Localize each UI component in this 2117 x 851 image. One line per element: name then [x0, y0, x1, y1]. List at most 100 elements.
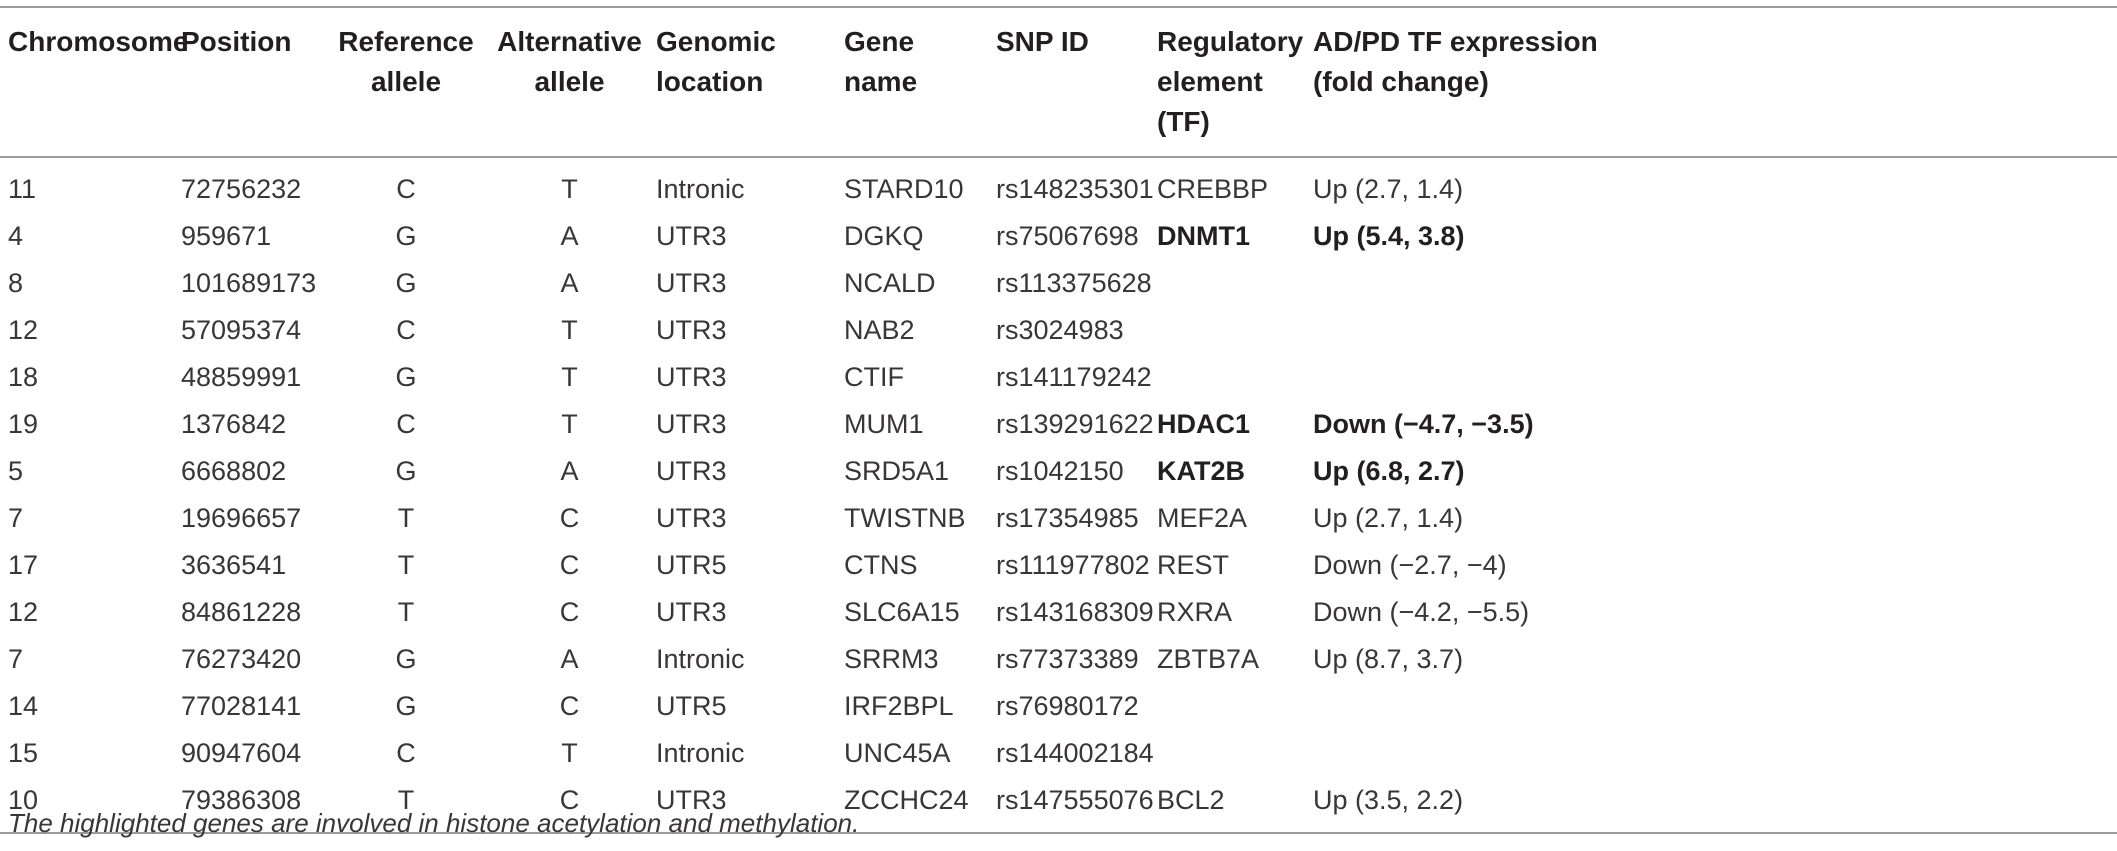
table-cell: UTR3 — [656, 503, 727, 533]
table-cell: C — [559, 785, 580, 815]
table-header: Chromosome Position Reference allele Alterna… — [0, 7, 2117, 157]
table-cell — [1149, 354, 1305, 401]
table-row: 10 79386308 T C UTR3 ZCCHC24 rs147555076 BCL2 Up… — [0, 777, 2117, 833]
table-cell: 48859991 — [181, 362, 302, 392]
table-cell: DGKQ — [844, 221, 924, 251]
table-cell: 959671 — [181, 221, 272, 251]
table-cell: CTIF — [844, 362, 904, 392]
column-header: Position — [173, 7, 321, 157]
table-cell: UTR5 — [656, 550, 727, 580]
table-cell — [1305, 307, 2117, 354]
table-cell: G — [395, 691, 417, 721]
table-cell: CREBBP — [1157, 174, 1269, 204]
table-cell: 14 — [8, 691, 39, 721]
table-cell: C — [559, 503, 580, 533]
snp-table-container: Chromosome Position Reference allele Alterna… — [0, 6, 2117, 834]
table-cell: rs141179242 — [996, 362, 1152, 392]
column-header: Alternative allele — [483, 7, 648, 157]
table-cell: rs17354985 — [996, 503, 1139, 533]
table-row: 7 19696657 T C UTR3 TWISTNB rs17354985 MEF2A Up … — [0, 495, 2117, 542]
table-cell: ZBTB7A — [1157, 644, 1260, 674]
column-header-line: Genomic — [656, 26, 776, 57]
table-cell: SRD5A1 — [844, 456, 950, 486]
table-row: 11 72756232 C T Intronic STARD10 rs148235301 CR… — [0, 157, 2117, 213]
column-header-line: (fold change) — [1313, 66, 1489, 97]
table-cell: ZCCHC24 — [844, 785, 969, 815]
table-cell: 5 — [8, 456, 24, 486]
table-cell: UTR3 — [656, 362, 727, 392]
table-cell: G — [395, 362, 417, 392]
column-header-line: AD/PD TF expression — [1313, 26, 1598, 57]
table-cell: 6668802 — [181, 456, 287, 486]
table-cell: 3636541 — [181, 550, 287, 580]
column-header: SNP ID — [988, 7, 1149, 157]
table-row: 17 3636541 T C UTR5 CTNS rs111977802 REST Down (… — [0, 542, 2117, 589]
table-cell: T — [561, 409, 578, 439]
table-cell: C — [396, 738, 416, 768]
column-header-line: SNP ID — [996, 26, 1089, 57]
table-cell: T — [397, 785, 415, 815]
table-cell: C — [559, 550, 580, 580]
table-cell: CTNS — [844, 550, 918, 580]
table-cell: Down (−4.7, −3.5) — [1313, 409, 1534, 439]
table-cell: UTR3 — [656, 456, 727, 486]
snp-table: Chromosome Position Reference allele Alterna… — [0, 6, 2117, 834]
table-row: 15 90947604 C T Intronic UNC45A rs144002184 — [0, 730, 2117, 777]
table-cell: Intronic — [656, 644, 745, 674]
column-header-line: allele — [370, 66, 442, 97]
table-cell: G — [395, 644, 417, 674]
table-cell: T — [561, 174, 578, 204]
column-header-line: Gene name — [844, 26, 918, 97]
table-cell: Up (2.7, 1.4) — [1313, 503, 1464, 533]
table-cell: rs75067698 — [996, 221, 1139, 251]
table-cell: KAT2B — [1157, 456, 1246, 486]
column-header-line: element (TF) — [1157, 66, 1263, 137]
table-cell: 101689173 — [181, 268, 317, 298]
column-header-line: Chromosome — [8, 26, 189, 57]
table-body: 11 72756232 C T Intronic STARD10 rs148235301 CR… — [0, 157, 2117, 833]
table-cell: UTR3 — [656, 315, 727, 345]
table-cell: T — [397, 550, 415, 580]
table-cell: T — [397, 503, 415, 533]
table-cell: rs144002184 — [996, 738, 1154, 768]
table-cell: 7 — [8, 644, 24, 674]
table-cell: UTR3 — [656, 221, 727, 251]
table-cell: 1376842 — [181, 409, 287, 439]
table-cell: REST — [1157, 550, 1230, 580]
table-cell: Intronic — [656, 174, 745, 204]
table-cell: A — [560, 221, 579, 251]
table-cell: 19 — [8, 409, 39, 439]
table-cell — [1149, 260, 1305, 307]
table-cell: A — [560, 456, 579, 486]
table-cell: C — [559, 691, 580, 721]
table-cell: T — [397, 597, 415, 627]
table-cell: A — [560, 644, 579, 674]
table-cell: C — [396, 409, 416, 439]
table-cell: RXRA — [1157, 597, 1233, 627]
column-header: Genomic location — [648, 7, 836, 157]
table-cell: SLC6A15 — [844, 597, 960, 627]
table-cell: MUM1 — [844, 409, 924, 439]
table-cell: Up (3.5, 2.2) — [1313, 785, 1464, 815]
table-footnote: The highlighted genes are involved in hi… — [8, 808, 860, 838]
table-cell: STARD10 — [844, 174, 964, 204]
table-cell: C — [559, 597, 580, 627]
table-cell: Up (2.7, 1.4) — [1313, 174, 1464, 204]
table-cell: UTR3 — [656, 597, 727, 627]
table-cell — [1305, 260, 2117, 307]
table-cell — [1149, 730, 1305, 777]
table-cell: rs139291622 — [996, 409, 1154, 439]
table-cell: 17 — [8, 550, 39, 580]
table-cell: BCL2 — [1157, 785, 1225, 815]
table-cell: SRRM3 — [844, 644, 939, 674]
table-cell: 84861228 — [181, 597, 302, 627]
table-cell: UTR3 — [656, 268, 727, 298]
column-header: Gene name — [836, 7, 988, 157]
table-cell: rs147555076 — [996, 785, 1154, 815]
table-cell: UTR3 — [656, 409, 727, 439]
table-cell: A — [560, 268, 579, 298]
table-row: 12 57095374 C T UTR3 NAB2 rs3024983 — [0, 307, 2117, 354]
table-cell: DNMT1 — [1157, 221, 1250, 251]
table-cell: G — [395, 268, 417, 298]
table-row: 18 48859991 G T UTR3 CTIF rs141179242 — [0, 354, 2117, 401]
